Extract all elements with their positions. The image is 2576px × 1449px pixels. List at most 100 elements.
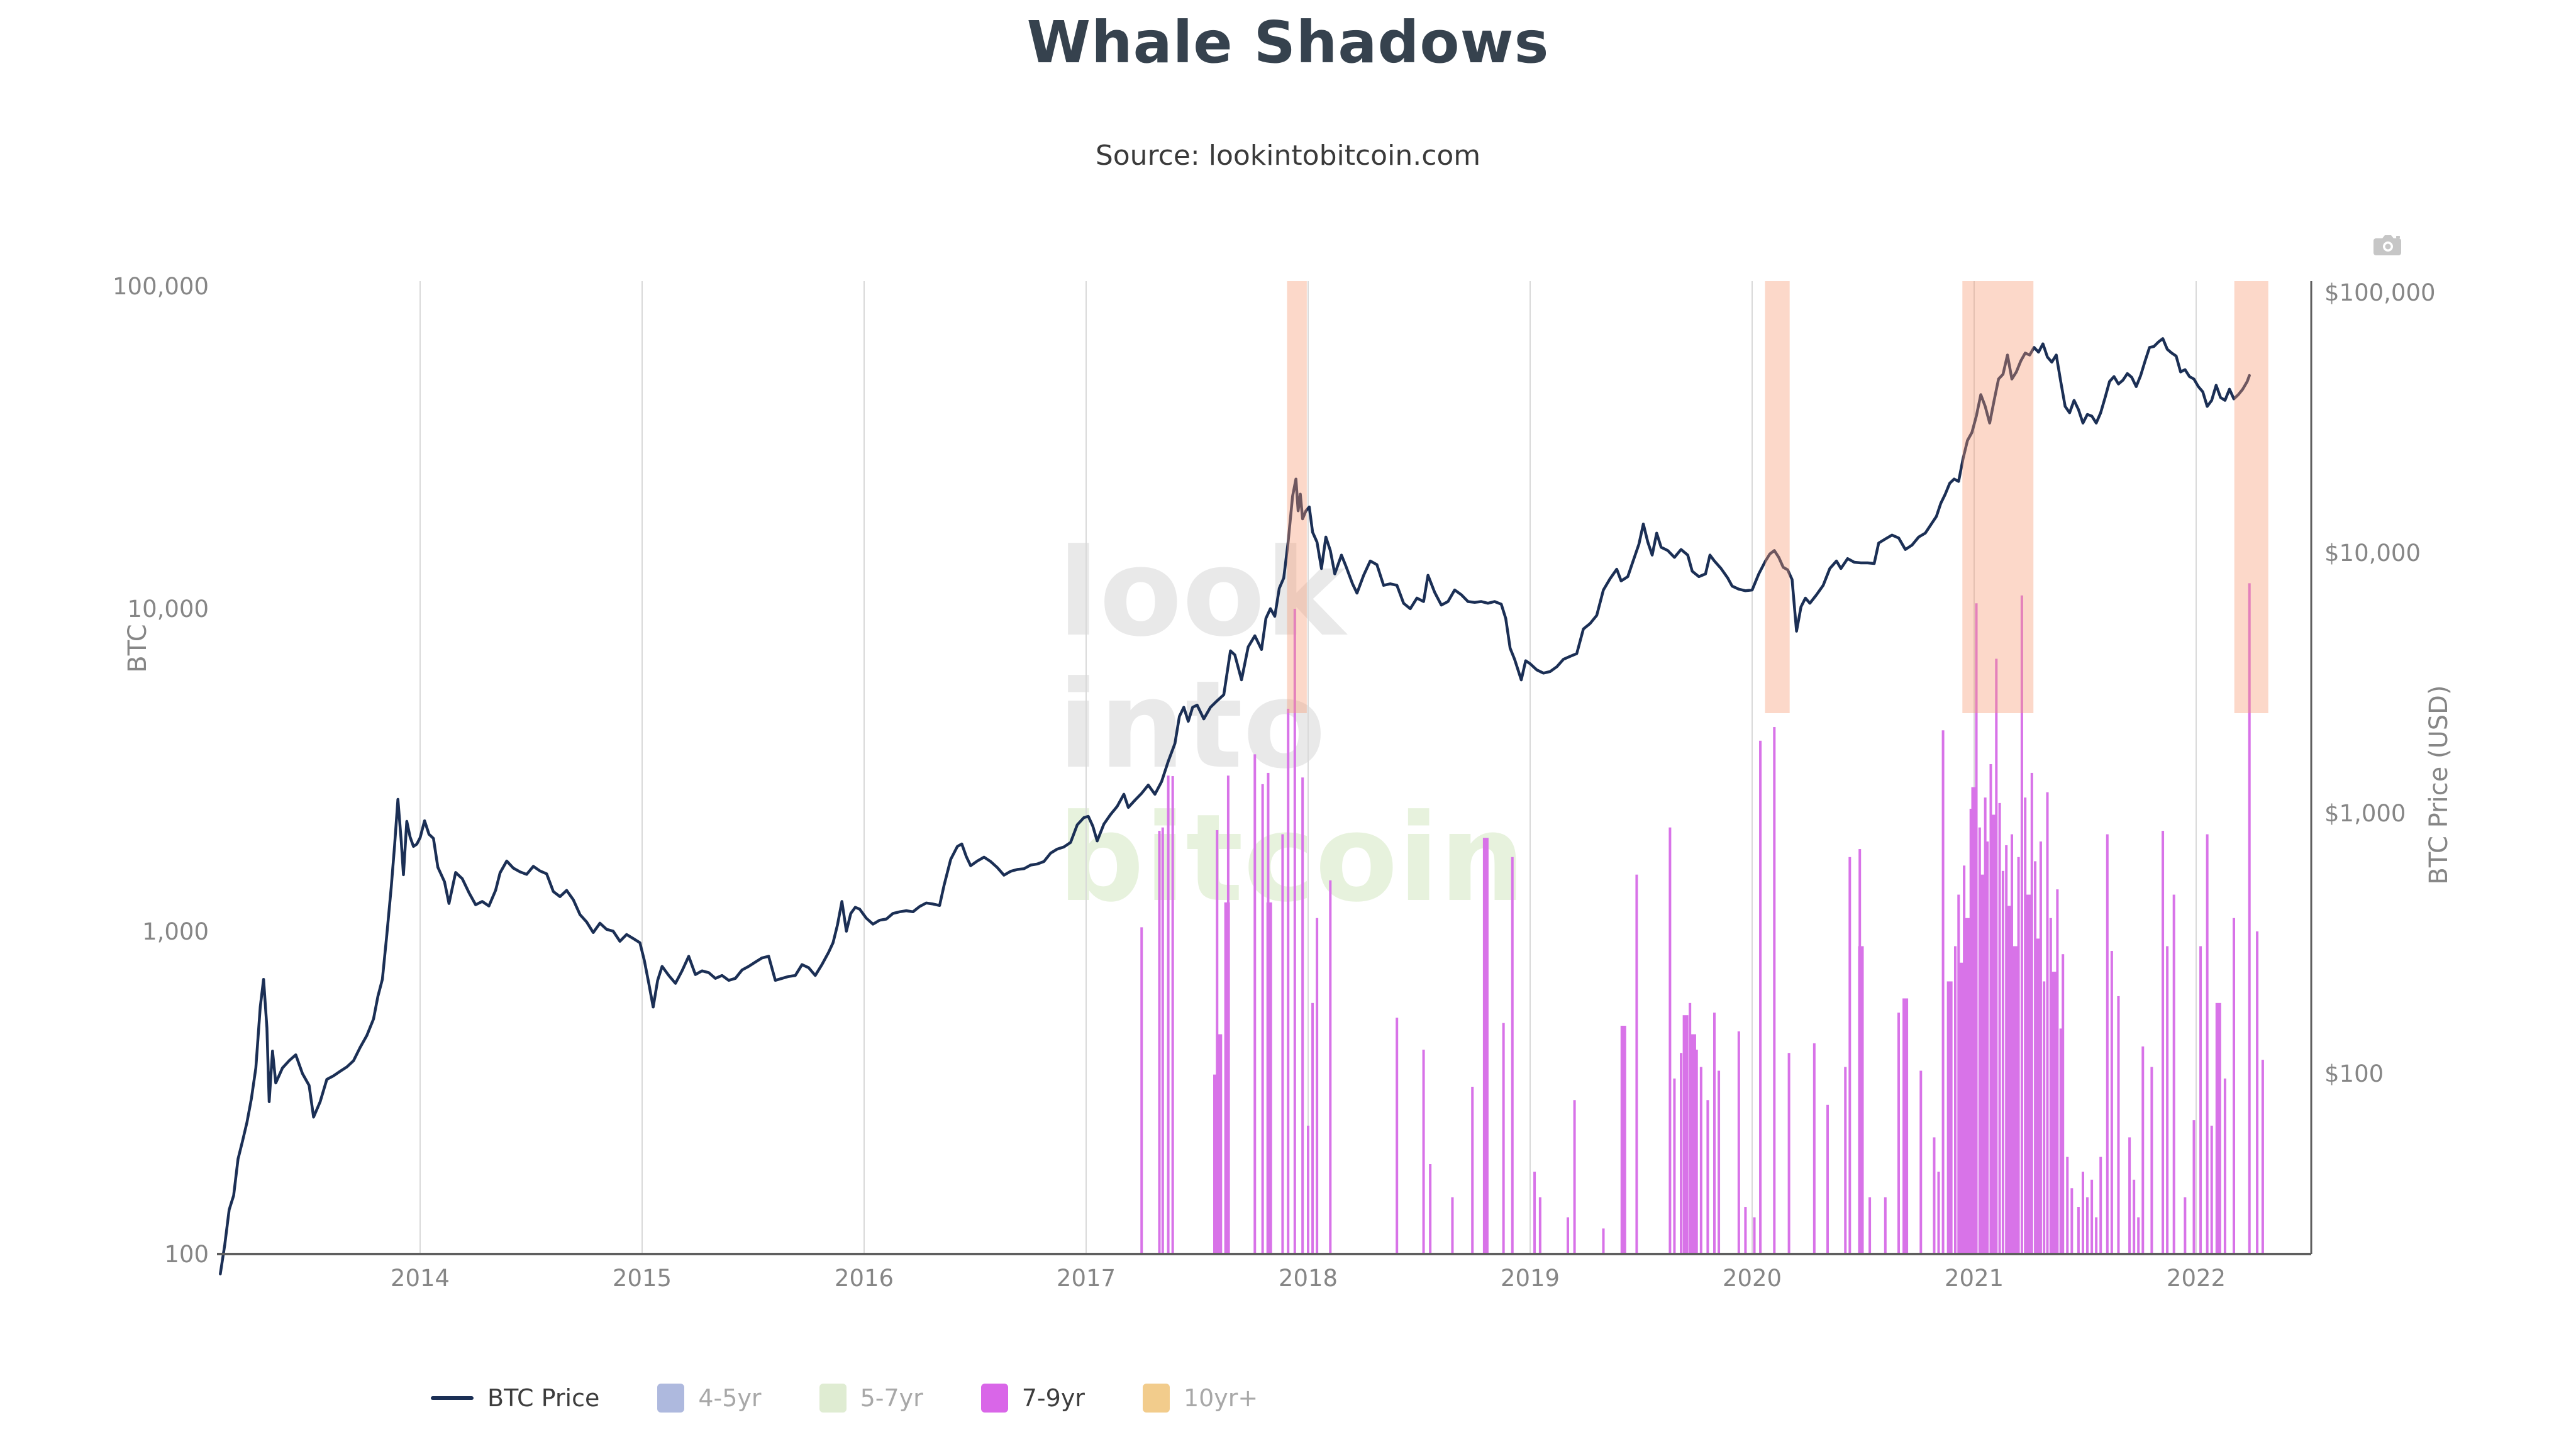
whale-bar-7-9yr bbox=[1216, 1034, 1223, 1253]
whale-bar-7-9yr bbox=[2233, 918, 2236, 1253]
highlight-band bbox=[1765, 281, 1790, 713]
whale-bar-7-9yr bbox=[2110, 951, 2113, 1253]
whale-bar-7-9yr bbox=[2035, 938, 2041, 1253]
whale-bar-7-9yr bbox=[1963, 865, 1966, 1253]
whale-bar-7-9yr bbox=[1538, 1197, 1541, 1253]
whale-bar-7-9yr bbox=[2043, 981, 2046, 1253]
x-tick: 2015 bbox=[613, 1265, 672, 1292]
whale-bar-7-9yr bbox=[1161, 827, 1164, 1253]
x-tick: 2017 bbox=[1057, 1265, 1116, 1292]
whale-bar-7-9yr bbox=[1969, 808, 1972, 1253]
whale-bar-7-9yr bbox=[1422, 1050, 1425, 1253]
camera-icon[interactable] bbox=[2372, 233, 2402, 258]
whale-bar-7-9yr bbox=[1995, 658, 1998, 1253]
x-tick: 2021 bbox=[1945, 1265, 2004, 1292]
whale-bar-7-9yr bbox=[1868, 1197, 1872, 1253]
whale-bar-7-9yr bbox=[2090, 1179, 2094, 1253]
4-5yr-swatch bbox=[657, 1384, 685, 1413]
whale-bar-7-9yr bbox=[1975, 603, 1978, 1253]
legend-item-5-7yr[interactable]: 5-7yr bbox=[819, 1384, 923, 1413]
whale-bar-7-9yr bbox=[1933, 1137, 1936, 1253]
x-tick: 2016 bbox=[835, 1265, 894, 1292]
whale-bar-7-9yr bbox=[2099, 1157, 2102, 1253]
5-7yr-swatch bbox=[819, 1384, 847, 1413]
legend-item-4-5yr[interactable]: 4-5yr bbox=[657, 1384, 762, 1413]
whale-bar-7-9yr bbox=[1690, 1034, 1696, 1253]
whale-bar-7-9yr bbox=[1287, 708, 1290, 1253]
whale-bar-7-9yr bbox=[1737, 1031, 1740, 1253]
whale-bar-7-9yr bbox=[1261, 784, 1264, 1253]
legend-label: 4-5yr bbox=[698, 1384, 762, 1412]
legend-label: 10yr+ bbox=[1183, 1384, 1258, 1412]
whale-bar-7-9yr bbox=[2137, 1217, 2140, 1253]
whale-bar-7-9yr bbox=[1718, 1070, 1721, 1253]
whale-bar-7-9yr bbox=[1673, 1078, 1676, 1253]
whale-bar-7-9yr bbox=[2005, 845, 2008, 1253]
whale-bar-7-9yr bbox=[2017, 857, 2020, 1253]
whale-bar-7-9yr bbox=[2133, 1179, 2136, 1253]
whale-bar-7-9yr bbox=[2056, 889, 2059, 1253]
whale-bar-7-9yr bbox=[2256, 931, 2259, 1253]
whale-bar-7-9yr bbox=[2192, 1120, 2196, 1253]
whale-bar-7-9yr bbox=[1158, 831, 1161, 1253]
y-tick-right: $100 bbox=[2324, 1060, 2384, 1087]
whale-bar-7-9yr bbox=[2012, 946, 2018, 1253]
whale-bar-7-9yr bbox=[2248, 583, 2251, 1253]
legend-label: 5-7yr bbox=[860, 1384, 923, 1412]
whale-bar-7-9yr bbox=[1964, 918, 1970, 1253]
whale-bar-7-9yr bbox=[1396, 1018, 1399, 1253]
legend-item-7-9yr[interactable]: 7-9yr bbox=[980, 1384, 1085, 1413]
whale-bar-7-9yr bbox=[2166, 946, 2169, 1253]
legend-item-btc-price[interactable]: BTC Price bbox=[431, 1384, 599, 1412]
left-axis-title: BTC bbox=[123, 624, 152, 673]
whale-bar-7-9yr bbox=[1848, 857, 1852, 1253]
whale-bar-7-9yr bbox=[1946, 981, 1953, 1253]
whale-bar-7-9yr bbox=[2141, 1046, 2145, 1253]
whale-bar-7-9yr bbox=[1919, 1070, 1923, 1253]
whale-bar-7-9yr bbox=[2025, 894, 2031, 1253]
highlight-band bbox=[2234, 281, 2268, 713]
whale-bar-7-9yr bbox=[1167, 775, 1170, 1253]
legend-label: 7-9yr bbox=[1021, 1384, 1085, 1412]
whale-bar-7-9yr bbox=[1998, 802, 2001, 1253]
whale-bar-7-9yr bbox=[1620, 1026, 1626, 1253]
whale-bar-7-9yr bbox=[1902, 998, 1909, 1253]
whale-bar-7-9yr bbox=[1941, 730, 1945, 1253]
legend-item-10yr[interactable]: 10yr+ bbox=[1142, 1384, 1258, 1413]
whale-bar-7-9yr bbox=[2024, 797, 2027, 1253]
whale-bar-7-9yr bbox=[1482, 838, 1489, 1253]
whale-bar-7-9yr bbox=[1567, 1217, 1570, 1253]
whale-bar-7-9yr bbox=[1502, 1023, 1505, 1253]
whale-bar-7-9yr bbox=[2059, 1028, 2062, 1253]
whale-bar-7-9yr bbox=[1635, 874, 1638, 1253]
whale-bar-7-9yr bbox=[1753, 1217, 1756, 1253]
whale-bar-7-9yr bbox=[2049, 918, 2052, 1253]
whale-bar-7-9yr bbox=[1937, 1172, 1940, 1253]
x-tick: 2019 bbox=[1501, 1265, 1560, 1292]
whale-bar-7-9yr bbox=[1759, 740, 1762, 1253]
whale-bar-7-9yr bbox=[2261, 1060, 2264, 1253]
whale-bar-7-9yr bbox=[2070, 1188, 2074, 1253]
x-tick: 2014 bbox=[391, 1265, 450, 1292]
whale-bar-7-9yr bbox=[2066, 1157, 2069, 1253]
whale-bar-7-9yr bbox=[1253, 754, 1257, 1253]
highlight-band bbox=[1962, 281, 2034, 713]
whale-bar-7-9yr bbox=[1301, 777, 1304, 1253]
whale-bar-7-9yr bbox=[1971, 787, 1977, 1253]
whale-bar-7-9yr bbox=[1668, 827, 1672, 1253]
whale-bar-7-9yr bbox=[1281, 834, 1284, 1253]
whale-bar-7-9yr bbox=[1682, 1015, 1689, 1253]
whale-bar-7-9yr bbox=[2081, 1172, 2084, 1253]
y-tick-right: $10,000 bbox=[2324, 540, 2421, 567]
whale-bar-7-9yr bbox=[2095, 1217, 2098, 1253]
x-tick: 2020 bbox=[1723, 1265, 1782, 1292]
whale-bar-7-9yr bbox=[2006, 906, 2012, 1253]
whale-bar-7-9yr bbox=[2062, 954, 2065, 1253]
y-tick-right: $1,000 bbox=[2324, 800, 2406, 827]
whale-bar-7-9yr bbox=[2223, 1078, 2226, 1253]
whale-bar-7-9yr bbox=[2001, 870, 2004, 1253]
whale-bar-7-9yr bbox=[1773, 727, 1776, 1253]
whale-bar-7-9yr bbox=[1329, 880, 1332, 1253]
